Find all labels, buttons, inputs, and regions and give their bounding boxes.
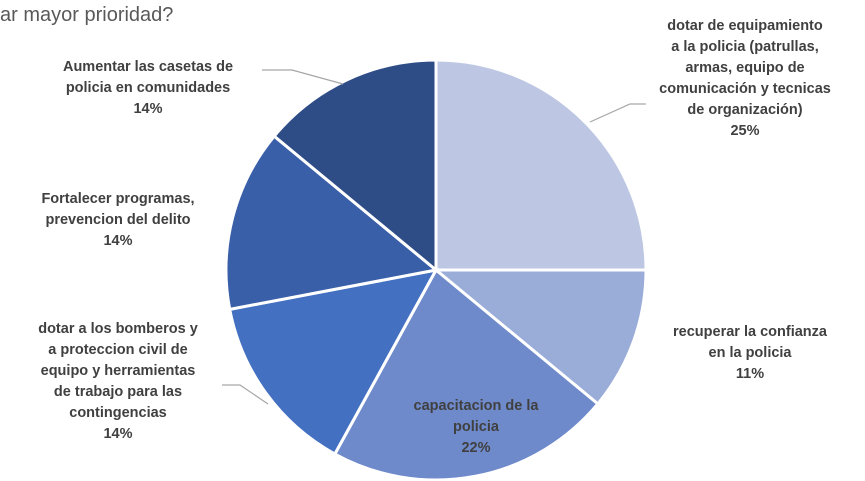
slice-label-line: armas, equipo de (685, 60, 804, 76)
pie-slice-5 (224, 134, 440, 312)
slice-label-line: de trabajo para las (54, 384, 182, 400)
slice-value-label: 14% (103, 233, 132, 249)
slice-label-line: a la policia (patrullas, (671, 39, 818, 55)
slice-label-line: policia en comunidades (66, 80, 230, 96)
slice-value-label: 14% (103, 426, 132, 442)
pie-slice-2 (431, 268, 648, 406)
pie-slice-3 (332, 267, 600, 481)
slice-label-line: prevencion del delito (45, 212, 190, 228)
slice-label-1: dotar de equipamiento a la policia (patru… (659, 18, 831, 139)
chart-title: ar mayor prioridad? (0, 4, 174, 26)
slice-value-label: 25% (730, 123, 759, 139)
leader-line-6 (262, 69, 344, 85)
slice-label-4: dotar a los bomberos y a proteccion civil… (38, 321, 198, 442)
leader-line-1 (589, 103, 646, 123)
slice-label-5: Fortalecer programas, prevencion del deli… (41, 191, 194, 249)
slice-label-line: de organización) (687, 102, 802, 118)
leader-line-4 (222, 384, 269, 405)
slice-label-line: dotar a los bomberos y (38, 321, 198, 337)
slice-label-6: Aumentar las casetas de policia en comuni… (63, 59, 233, 117)
slice-label-line: capacitacion de la (414, 398, 540, 414)
slice-label-line: dotar de equipamiento (667, 18, 823, 34)
slice-value-label: 11% (736, 366, 764, 382)
slice-label-line: Fortalecer programas, (41, 191, 194, 207)
slice-label-line: a proteccion civil de (48, 342, 187, 358)
slice-label-line: equipo y herramientas (41, 363, 196, 379)
pie-slice-6 (272, 58, 438, 274)
slice-label-3: capacitacion de la policia 22% (414, 398, 540, 456)
pie-slice-4 (227, 267, 439, 457)
slice-label-line: recuperar la confianza (673, 324, 828, 340)
slice-label-line: policia (453, 419, 500, 435)
slice-label-line: Aumentar las casetas de (63, 59, 233, 75)
slice-value-label: 22% (461, 440, 490, 456)
slice-label-line: en la policia (709, 345, 793, 361)
slice-label-line: comunicación y tecnicas (659, 81, 831, 97)
slice-value-label: 14% (133, 101, 162, 117)
pie-slice-1 (434, 58, 648, 272)
slice-label-2: recuperar la confianza en la policia 11% (673, 324, 828, 382)
slice-label-line: contingencias (69, 405, 167, 421)
